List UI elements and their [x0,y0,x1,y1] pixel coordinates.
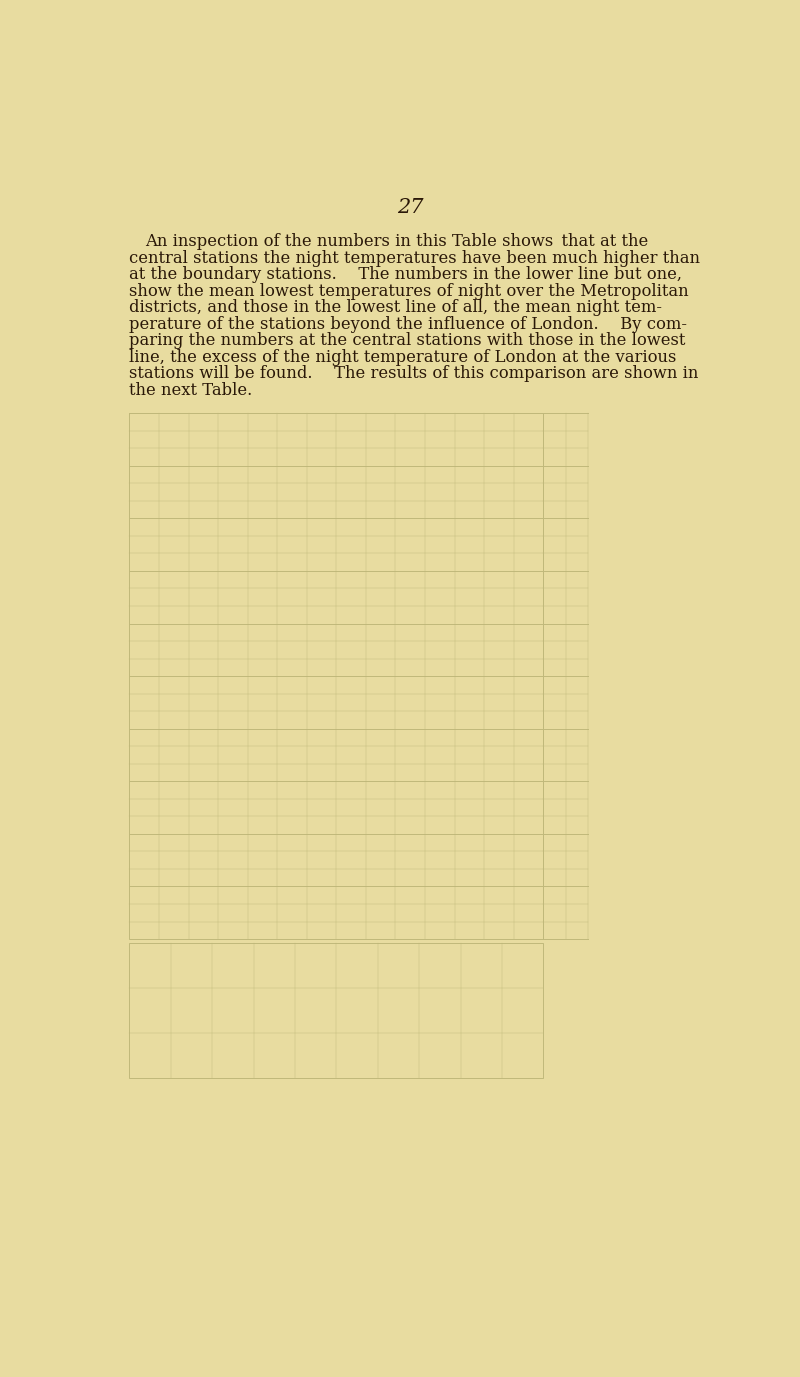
Bar [130,943,543,1078]
Text: line, the excess of the night temperature of London at the various: line, the excess of the night temperatur… [130,348,677,366]
Text: districts, and those in the lowest line of all, the mean night tem-: districts, and those in the lowest line … [130,299,662,317]
Text: at the boundary stations.  The numbers in the lower line but one,: at the boundary stations. The numbers in… [130,266,682,284]
Text: the next Table.: the next Table. [130,381,253,399]
Text: stations will be found.  The results of this comparison are shown in: stations will be found. The results of t… [130,365,699,383]
Text: central stations the night temperatures have been much higher than: central stations the night temperatures … [130,249,701,267]
Text: 27: 27 [397,197,423,216]
Text: show the mean lowest temperatures of night over the Metropolitan: show the mean lowest temperatures of nig… [130,282,689,300]
Text: paring the numbers at the central stations with those in the lowest: paring the numbers at the central statio… [130,332,686,350]
Text: perature of the stations beyond the influence of London.  By com-: perature of the stations beyond the infl… [130,315,687,333]
Text: An inspection of the numbers in this Table shows that at the: An inspection of the numbers in this Tab… [145,233,648,251]
Bar [130,413,543,939]
